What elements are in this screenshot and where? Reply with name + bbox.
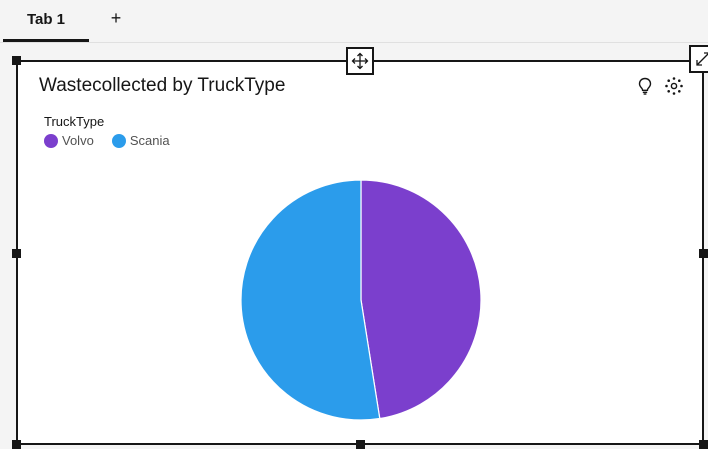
lightbulb-icon[interactable] xyxy=(635,76,655,96)
pie-slice-volvo[interactable] xyxy=(360,179,482,420)
chart-legend: Volvo Scania xyxy=(44,133,170,148)
legend-swatch-volvo xyxy=(44,133,58,148)
resize-handle-bottom[interactable] xyxy=(356,440,365,449)
tab-bar: Tab 1 + xyxy=(0,0,708,43)
legend-label-scania: Scania xyxy=(129,133,170,148)
pie-slice-scania[interactable] xyxy=(240,179,381,421)
resize-handle-bottom-left[interactable] xyxy=(12,440,21,449)
tab-1[interactable]: Tab 1 xyxy=(3,0,89,42)
legend-label-volvo: Volvo xyxy=(62,133,94,148)
legend-item-volvo[interactable]: Volvo xyxy=(44,133,94,148)
focus-icon[interactable] xyxy=(664,76,684,96)
chart-widget[interactable]: Wastecollected by TruckType TruckType Vo… xyxy=(16,60,704,445)
move-icon[interactable] xyxy=(346,47,374,75)
expand-icon[interactable] xyxy=(689,45,708,73)
resize-handle-top-left[interactable] xyxy=(12,56,21,65)
legend-title: TruckType xyxy=(44,114,105,129)
legend-swatch-scania xyxy=(111,133,126,148)
resize-handle-bottom-right[interactable] xyxy=(699,440,708,449)
add-tab-button[interactable]: + xyxy=(110,7,122,28)
resize-handle-left[interactable] xyxy=(12,249,21,258)
resize-handle-right[interactable] xyxy=(699,249,708,258)
legend-item-scania[interactable]: Scania xyxy=(111,133,170,148)
widget-title: Wastecollected by TruckType xyxy=(39,75,286,96)
pie-chart xyxy=(240,179,482,421)
